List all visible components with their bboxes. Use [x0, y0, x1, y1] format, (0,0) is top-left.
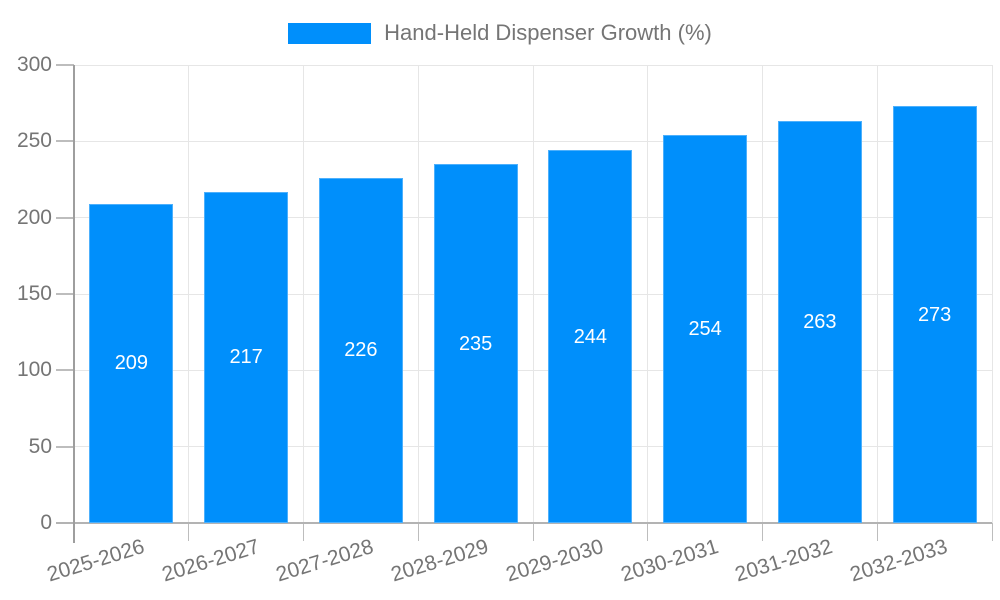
bar[interactable] — [548, 150, 633, 523]
legend-label: Hand-Held Dispenser Growth (%) — [384, 20, 712, 45]
x-axis-label: 2027-2028 — [273, 535, 377, 587]
bar-value-label: 273 — [917, 303, 952, 326]
y-axis-label: 200 — [16, 205, 52, 229]
legend-color-swatch — [288, 22, 372, 44]
gridline-vertical — [417, 65, 419, 523]
bar-value-label: 226 — [344, 339, 378, 362]
y-axis-line — [73, 65, 75, 543]
x-axis-label: 2025-2026 — [44, 535, 148, 587]
x-axis-tick — [647, 523, 649, 541]
bar-value-label: 217 — [229, 346, 263, 369]
bar[interactable] — [433, 164, 518, 523]
bar[interactable] — [777, 121, 862, 523]
y-axis-label: 0 — [40, 511, 52, 534]
x-axis-tick — [762, 523, 763, 541]
bar[interactable] — [89, 203, 174, 523]
x-axis-tick — [303, 523, 304, 541]
bar-value-label: 254 — [688, 318, 722, 341]
bar[interactable] — [663, 135, 748, 523]
x-axis-baseline — [56, 522, 992, 524]
y-axis-tick — [56, 140, 74, 143]
bar-value-label: 244 — [573, 325, 608, 348]
y-axis-tick — [56, 369, 74, 372]
x-axis-label: 2026-2027 — [159, 535, 262, 587]
bar[interactable] — [318, 177, 403, 523]
bar-value-label: 209 — [114, 352, 149, 375]
x-axis-label: 2032-2033 — [847, 535, 951, 587]
x-axis-label: 2031-2032 — [732, 535, 836, 587]
x-axis-label: 2030-2031 — [618, 535, 721, 587]
y-axis-tick — [56, 293, 74, 295]
x-axis-tick — [876, 523, 878, 541]
gridline-vertical — [188, 65, 190, 523]
x-axis-tick — [991, 523, 993, 541]
y-axis-tick — [56, 216, 74, 219]
x-axis-tick — [532, 523, 534, 541]
bar-value-label: 235 — [458, 332, 493, 355]
x-axis-tick — [417, 523, 419, 541]
x-axis-label: 2029-2030 — [503, 535, 607, 587]
gridline-vertical — [647, 65, 649, 523]
bar[interactable] — [892, 106, 977, 523]
bar-value-label: 263 — [803, 311, 837, 334]
gridline-vertical — [532, 65, 534, 523]
y-axis-tick — [56, 445, 74, 448]
y-axis-label: 100 — [16, 358, 52, 382]
y-axis-label: 150 — [16, 282, 52, 305]
y-axis-label: 50 — [28, 434, 52, 458]
gridline-vertical — [876, 65, 878, 523]
y-axis-label: 300 — [16, 53, 52, 76]
gridline-vertical — [991, 65, 993, 523]
gridline-vertical — [762, 65, 763, 523]
bar[interactable] — [204, 191, 289, 523]
gridline-vertical — [303, 65, 304, 523]
x-axis-label: 2028-2029 — [388, 535, 492, 587]
y-axis-tick — [56, 64, 74, 66]
x-axis-tick — [188, 523, 190, 541]
legend[interactable]: Hand-Held Dispenser Growth (%) — [0, 20, 1000, 46]
y-axis-label: 250 — [16, 129, 52, 153]
